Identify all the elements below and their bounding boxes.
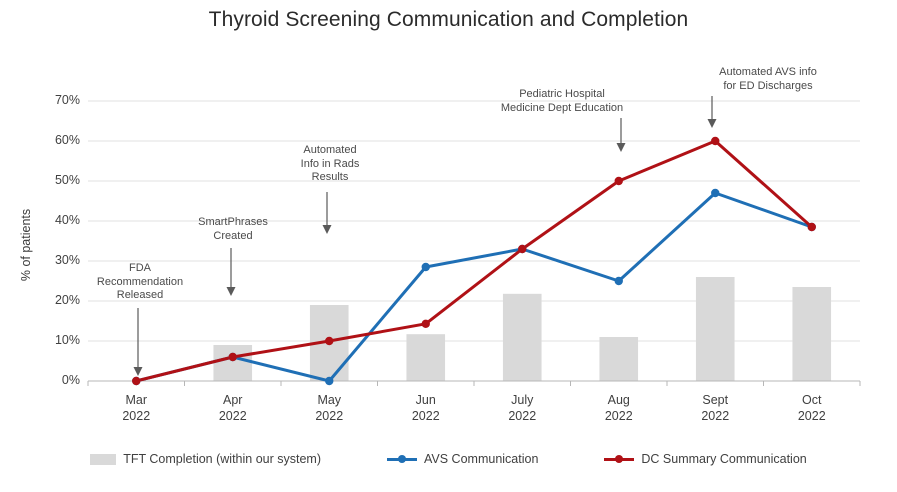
annotation-automated-avs-ed: Automated AVS info for ED Discharges: [719, 66, 817, 92]
annotation-arrow-head: [322, 225, 332, 234]
data-point-marker: [807, 222, 816, 232]
legend-item-label: TFT Completion (within our system): [123, 452, 321, 466]
annotation-fda-recommendation: FDA Recommendation Released: [96, 262, 184, 301]
x-axis-tick-label: Apr 2022: [218, 393, 247, 423]
line-dc-summary-communication: [134, 139, 814, 383]
data-point-marker: [614, 276, 623, 286]
legend-item[interactable]: TFT Completion (within our system): [90, 452, 321, 466]
bar-tft-completion: [406, 334, 446, 381]
annotation-pediatric-education: Pediatric Hospital Medicine Dept Educatio…: [500, 88, 624, 114]
bar-tft-completion: [792, 287, 832, 381]
data-point-marker: [325, 336, 334, 346]
data-point-marker: [518, 244, 527, 254]
chart-legend: TFT Completion (within our system) AVS Co…: [0, 452, 897, 466]
data-point-marker: [711, 188, 720, 198]
data-point-marker: [421, 319, 430, 328]
y-axis-tick-label: 60%: [54, 133, 80, 147]
annotation-arrow-head: [707, 119, 717, 128]
x-axis-tick-label: May 2022: [315, 393, 344, 423]
line-avs-communication: [134, 191, 814, 383]
annotation-arrow-head: [616, 143, 626, 152]
annotation-arrow-head: [226, 287, 236, 296]
legend-item[interactable]: DC Summary Communication: [604, 452, 807, 466]
legend-swatch-line-icon: [387, 453, 417, 465]
legend-item-label: DC Summary Communication: [641, 452, 807, 466]
data-point-marker: [325, 376, 334, 386]
data-point-marker: [421, 262, 430, 272]
bar-tft-completion: [695, 277, 735, 381]
data-point-marker: [614, 176, 623, 186]
y-axis-tick-label: 50%: [54, 173, 80, 187]
x-axis-tick-label: Aug 2022: [604, 393, 633, 423]
annotation-arrow-head: [133, 367, 143, 376]
y-axis-tick-label: 0%: [61, 373, 80, 387]
legend-item[interactable]: AVS Communication: [387, 452, 538, 466]
x-axis-tick-label: Jun 2022: [411, 393, 440, 423]
chart-title: Thyroid Screening Communication and Comp…: [208, 8, 689, 31]
legend-item-label: AVS Communication: [424, 452, 539, 466]
y-axis-tick-label: 20%: [54, 293, 80, 307]
data-point-marker: [132, 376, 141, 386]
bar-tft-completion: [599, 337, 639, 381]
y-axis-tick-label: 30%: [54, 253, 80, 267]
x-axis-tick-label: July 2022: [508, 393, 537, 423]
y-axis-tick-label: 10%: [54, 333, 80, 347]
x-axis-tick-label: Oct 2022: [797, 393, 826, 423]
y-axis-tick-label: 40%: [54, 213, 80, 227]
y-axis-tick-label: 70%: [54, 93, 80, 107]
data-point-marker: [711, 136, 720, 146]
annotation-automated-info-rads: Automated Info in Rads Results: [300, 144, 360, 183]
legend-swatch-bar-icon: [90, 453, 117, 465]
bar-tft-completion: [502, 293, 542, 381]
bar-tft-completion: [213, 345, 253, 381]
x-axis-tick-label: Mar 2022: [122, 393, 151, 423]
data-point-marker: [228, 352, 237, 362]
legend-swatch-line-icon: [604, 453, 635, 465]
annotation-smartphrases-created: SmartPhrases Created: [198, 216, 268, 242]
x-axis-tick-label: Sept 2022: [701, 393, 730, 423]
